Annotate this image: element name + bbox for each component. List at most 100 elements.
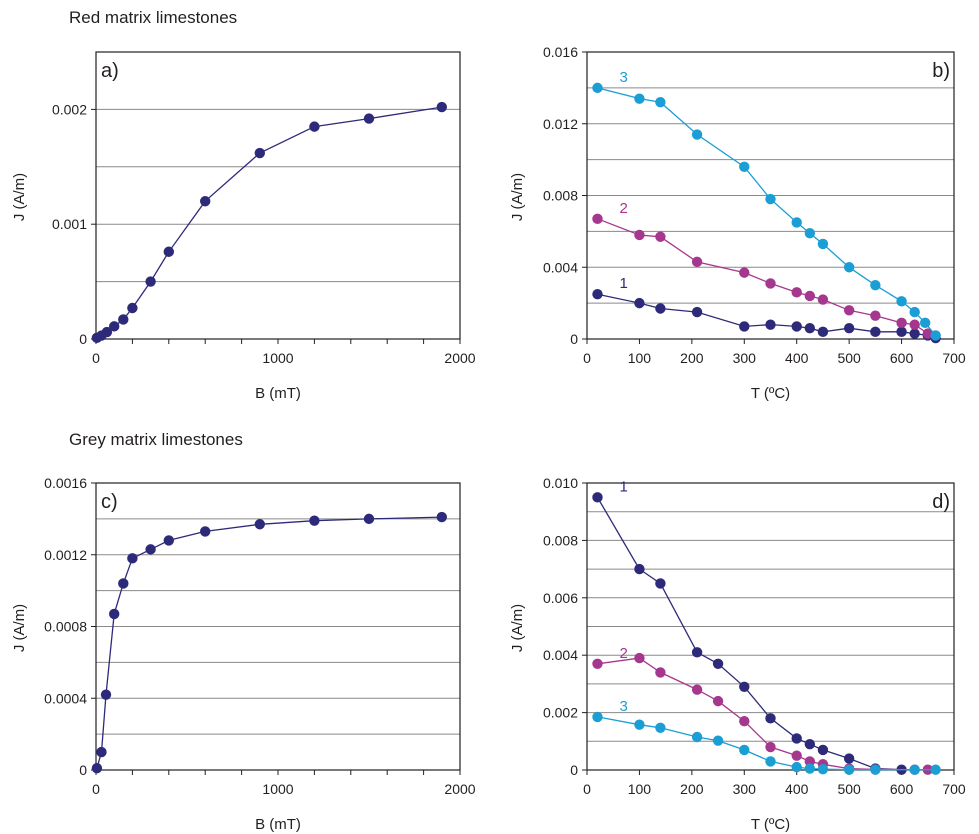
- y-tick-label: 0.008: [543, 188, 578, 204]
- data-point: [870, 310, 881, 321]
- x-tick-label: 400: [785, 781, 809, 797]
- data-point: [634, 229, 645, 241]
- series-label: 3: [619, 698, 627, 715]
- data-point: [765, 193, 776, 205]
- data-point: [100, 689, 112, 700]
- y-tick-label: 0.008: [543, 532, 578, 548]
- data-point: [739, 681, 750, 692]
- data-point: [127, 302, 138, 314]
- data-point: [896, 326, 907, 338]
- series-line: [597, 657, 928, 771]
- data-point: [96, 746, 107, 758]
- panel-label: c): [101, 491, 118, 513]
- y-tick-label: 0.0008: [44, 619, 87, 635]
- data-point: [691, 256, 703, 268]
- data-point: [592, 492, 603, 503]
- data-point: [804, 323, 816, 334]
- data-point: [254, 147, 265, 159]
- data-point: [200, 526, 211, 537]
- x-tick-label: 100: [628, 781, 652, 797]
- x-tick-label: 2000: [444, 781, 475, 797]
- data-point: [817, 763, 829, 775]
- x-tick-label: 100: [628, 350, 652, 366]
- x-tick-label: 1000: [262, 350, 293, 366]
- chart-panel-a: 0 1000 2000 0 0.001 0.002 B (mT) J (A/m) a): [11, 51, 476, 402]
- series-3: 3: [592, 69, 941, 341]
- data-point: [739, 716, 750, 727]
- y-tick-label: 0.004: [543, 259, 578, 275]
- plot-frame: [95, 51, 461, 340]
- data-point: [309, 121, 320, 132]
- data-point: [655, 578, 666, 589]
- data-point: [765, 713, 776, 724]
- data-point: [791, 761, 802, 773]
- y-tick-label: 0.0016: [44, 475, 87, 491]
- data-point: [127, 553, 138, 564]
- data-point: [804, 738, 816, 750]
- data-point: [163, 535, 174, 546]
- y-tick-label: 0.002: [543, 705, 578, 721]
- data-point: [712, 695, 724, 707]
- data-point: [817, 294, 829, 305]
- data-point: [655, 303, 666, 314]
- series-label: 3: [619, 69, 627, 86]
- data-point: [655, 97, 666, 108]
- y-tick-label: 0: [570, 762, 578, 778]
- data-point: [655, 722, 666, 734]
- data-point: [922, 328, 933, 339]
- data-point: [739, 744, 750, 756]
- x-tick-label: 300: [733, 350, 757, 366]
- data-point: [691, 731, 703, 743]
- series-main: [91, 511, 447, 774]
- y-tick-label: 0.002: [52, 101, 87, 117]
- data-point: [843, 764, 855, 775]
- x-tick-label: 0: [583, 781, 591, 797]
- data-point: [930, 764, 941, 775]
- x-tick-label: 500: [837, 350, 861, 366]
- x-tick-label: 1000: [262, 781, 293, 797]
- data-point: [691, 647, 703, 658]
- data-point: [254, 519, 265, 530]
- data-point: [843, 323, 855, 334]
- series-line: [597, 87, 937, 336]
- data-point: [145, 276, 156, 287]
- data-point: [909, 306, 920, 318]
- y-tick-label: 0: [570, 331, 578, 347]
- data-point: [870, 279, 881, 291]
- x-axis-title: B (mT): [255, 385, 301, 402]
- data-point: [592, 82, 603, 94]
- data-point: [896, 296, 907, 307]
- data-point: [804, 290, 816, 302]
- x-tick-label: 600: [890, 781, 914, 797]
- data-point: [791, 287, 802, 298]
- data-point: [930, 330, 941, 341]
- data-point: [309, 515, 320, 526]
- data-point: [765, 319, 776, 330]
- x-tick-label: 0: [92, 781, 100, 797]
- grey-section-title: Grey matrix limestones: [69, 430, 243, 449]
- y-tick-label: 0: [79, 762, 87, 778]
- data-point: [804, 227, 816, 239]
- x-tick-label: 0: [583, 350, 591, 366]
- y-tick-label: 0.0004: [44, 690, 87, 706]
- data-point: [634, 93, 645, 104]
- series-line: [597, 293, 936, 339]
- data-point: [817, 238, 829, 250]
- x-tick-label: 200: [680, 350, 704, 366]
- data-point: [739, 161, 750, 172]
- panel-label: a): [101, 60, 119, 82]
- data-point: [739, 267, 750, 278]
- data-point: [919, 317, 931, 329]
- data-point: [791, 217, 802, 228]
- data-point: [712, 658, 724, 670]
- chart-panel-c: 0 1000 2000 0 0.0004 0.0008 0.0012 0.0016 B (mT)…: [11, 475, 476, 833]
- data-point: [634, 297, 645, 309]
- data-point: [200, 196, 211, 207]
- x-tick-label: 600: [890, 350, 914, 366]
- x-tick-label: 400: [785, 350, 809, 366]
- data-point: [145, 544, 156, 555]
- x-axis-title: B (mT): [255, 816, 301, 833]
- data-point: [592, 213, 603, 225]
- data-point: [691, 129, 703, 140]
- data-point: [634, 563, 645, 575]
